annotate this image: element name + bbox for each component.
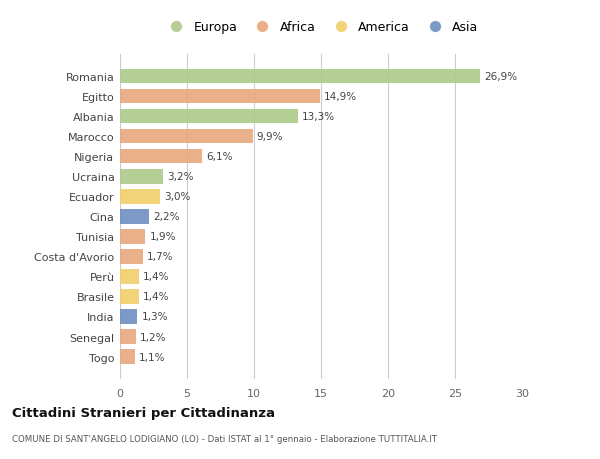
Bar — [120, 70, 481, 84]
Text: 14,9%: 14,9% — [323, 92, 357, 102]
Bar — [120, 190, 160, 204]
Text: 1,3%: 1,3% — [142, 312, 168, 322]
Bar — [120, 110, 298, 124]
Text: Cittadini Stranieri per Cittadinanza: Cittadini Stranieri per Cittadinanza — [12, 406, 275, 419]
Text: 9,9%: 9,9% — [257, 132, 283, 142]
Bar — [120, 250, 143, 264]
Bar — [120, 350, 135, 364]
Text: 1,9%: 1,9% — [149, 232, 176, 242]
Bar — [120, 230, 145, 244]
Text: 1,4%: 1,4% — [143, 292, 169, 302]
Text: 1,2%: 1,2% — [140, 332, 167, 342]
Bar — [120, 170, 163, 184]
Bar — [120, 210, 149, 224]
Bar — [120, 330, 136, 344]
Bar — [120, 310, 137, 324]
Text: COMUNE DI SANT'ANGELO LODIGIANO (LO) - Dati ISTAT al 1° gennaio - Elaborazione T: COMUNE DI SANT'ANGELO LODIGIANO (LO) - D… — [12, 434, 437, 443]
Text: 26,9%: 26,9% — [484, 72, 518, 82]
Bar — [120, 290, 139, 304]
Text: 3,0%: 3,0% — [164, 192, 191, 202]
Text: 3,2%: 3,2% — [167, 172, 193, 182]
Text: 1,4%: 1,4% — [143, 272, 169, 282]
Text: 1,7%: 1,7% — [147, 252, 173, 262]
Bar — [120, 269, 139, 284]
Bar — [120, 130, 253, 144]
Text: 1,1%: 1,1% — [139, 352, 165, 362]
Text: 13,3%: 13,3% — [302, 112, 335, 122]
Text: 2,2%: 2,2% — [154, 212, 180, 222]
Legend: Europa, Africa, America, Asia: Europa, Africa, America, Asia — [158, 16, 484, 39]
Text: 6,1%: 6,1% — [206, 152, 232, 162]
Bar — [120, 90, 320, 104]
Bar — [120, 150, 202, 164]
